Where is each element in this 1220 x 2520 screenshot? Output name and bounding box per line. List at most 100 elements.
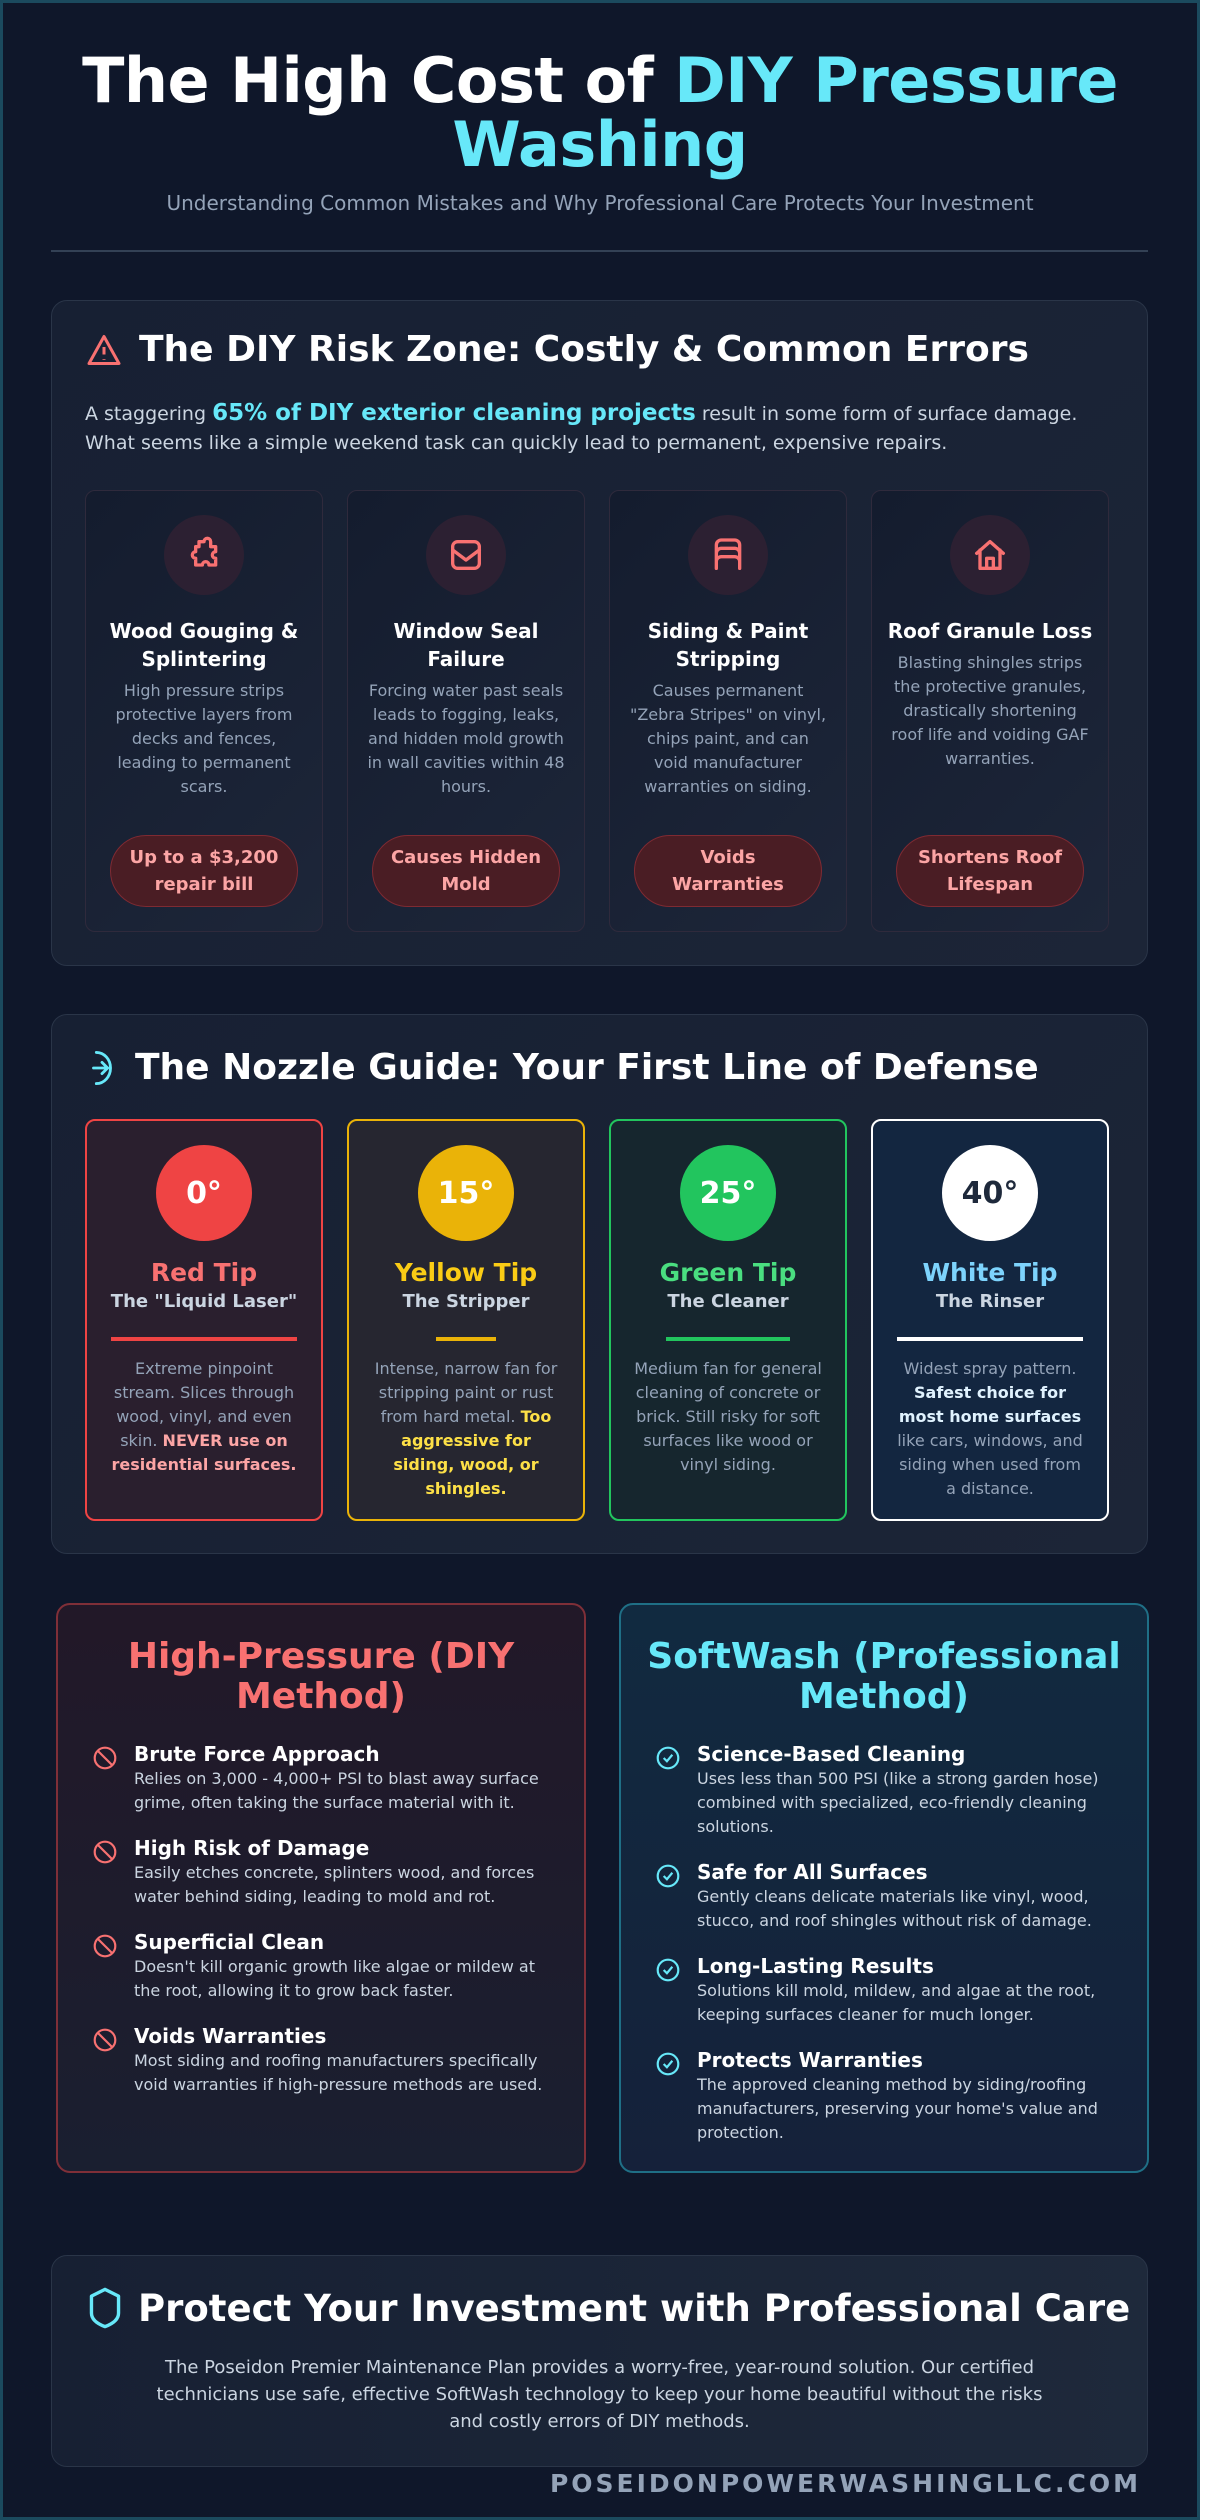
prohibited-icon (93, 1746, 117, 1770)
house-icon-badge (950, 515, 1030, 595)
softwash-method-card: SoftWash (Professional Method) Science-B… (619, 1603, 1149, 2173)
nozzle-degree-badge: 40° (942, 1145, 1038, 1241)
risk-card-desc: Blasting shingles strips the protective … (891, 653, 1089, 768)
page-title: The High Cost of DIY Pressure Washing (82, 44, 1118, 181)
nozzle-card: 40° White Tip The Rinser Widest spray pa… (871, 1119, 1109, 1521)
prohibited-icon (93, 1934, 117, 1958)
list-item-title: High Risk of Damage (134, 1836, 370, 1860)
risk-card: Siding & Paint Stripping Causes permanen… (609, 490, 847, 932)
nozzle-degree-badge: 25° (680, 1145, 776, 1241)
risk-card-badge: Causes Hidden Mold (372, 835, 560, 907)
divider (51, 250, 1148, 252)
risk-card-title: Siding & Paint Stripping (647, 619, 809, 671)
list-item-title: Science-Based Cleaning (697, 1742, 966, 1766)
nozzle-card: 25° Green Tip The Cleaner Medium fan for… (609, 1119, 847, 1521)
list-item-desc: Solutions kill mold, mildew, and algae a… (697, 1981, 1096, 2024)
siding-layers-icon-badge (688, 515, 768, 595)
nozzle-nickname: The Cleaner (667, 1291, 789, 1312)
nozzle-color-bar (111, 1337, 297, 1341)
nozzle-nickname: The Stripper (402, 1291, 530, 1312)
risk-card-badge: Up to a $3,200 repair bill (110, 835, 298, 907)
diy-list-item: Superficial Clean Doesn't kill organic gr… (92, 1929, 554, 2003)
siding-layers-icon (714, 538, 742, 570)
house-icon (975, 540, 1005, 570)
risk-zone-heading: The DIY Risk Zone: Costly & Common Error… (85, 329, 1029, 370)
list-item-title: Voids Warranties (134, 2024, 327, 2048)
nozzle-degree-badge: 0° (156, 1145, 252, 1241)
risk-card-title: Wood Gouging & Splintering (109, 619, 299, 671)
list-item-title: Safe for All Surfaces (697, 1860, 928, 1884)
risk-card-desc: High pressure strips protective layers f… (115, 681, 293, 796)
diy-list-item: Brute Force Approach Relies on 3,000 - 4,… (92, 1741, 554, 1815)
website-link[interactable]: POSEIDONPOWERWASHINGLLC.COM (549, 2469, 1141, 2498)
list-item-title: Superficial Clean (134, 1930, 325, 1954)
list-item-title: Protects Warranties (697, 2048, 923, 2072)
risk-card-title: Window Seal Failure (393, 619, 539, 671)
risk-card-badge: Voids Warranties (634, 835, 822, 907)
prohibited-icon (93, 2028, 117, 2052)
nozzle-desc: Medium fan for general cleaning of concr… (634, 1359, 822, 1474)
risk-intro: A staggering 65% of DIY exterior cleanin… (85, 400, 1078, 454)
cta-section: Protect Your Investment with Professiona… (51, 2255, 1148, 2467)
window-seal-icon-badge (426, 515, 506, 595)
spray-icon (92, 1050, 112, 1085)
pro-list-item: Protects Warranties The approved cleaning… (655, 2047, 1117, 2145)
risk-card: Roof Granule Loss Blasting shingles stri… (871, 490, 1109, 932)
cta-body: The Poseidon Premier Maintenance Plan pr… (156, 2357, 1043, 2432)
nozzle-guide-heading: The Nozzle Guide: Your First Line of Def… (85, 1047, 1039, 1088)
risk-card: Window Seal Failure Forcing water past s… (347, 490, 585, 932)
list-item-desc: Uses less than 500 PSI (like a strong ga… (697, 1769, 1099, 1836)
list-item-title: Brute Force Approach (134, 1742, 380, 1766)
nozzle-guide-section: The Nozzle Guide: Your First Line of Def… (51, 1014, 1148, 1554)
nozzle-desc: Intense, narrow fan for stripping paint … (374, 1359, 558, 1498)
page-subtitle: Understanding Common Mistakes and Why Pr… (166, 191, 1034, 215)
diy-method-title: High-Pressure (DIY Method) (127, 1636, 515, 1717)
risk-card: Wood Gouging & Splintering High pressure… (85, 490, 323, 932)
warning-icon (87, 334, 121, 365)
window-seal-icon (451, 540, 481, 570)
risk-zone-section: The DIY Risk Zone: Costly & Common Error… (51, 300, 1148, 966)
list-item-desc: The approved cleaning method by siding/r… (697, 2075, 1098, 2142)
nozzle-tip-name: Red Tip (150, 1258, 258, 1287)
list-item-desc: Most siding and roofing manufacturers sp… (134, 2051, 543, 2094)
nozzle-tip-name: Yellow Tip (394, 1258, 538, 1287)
check-circle-icon (656, 1958, 680, 1982)
pro-list-item: Long-Lasting Results Solutions kill mold,… (655, 1953, 1117, 2027)
list-item-desc: Doesn't kill organic growth like algae o… (134, 1957, 535, 2000)
cta-heading: Protect Your Investment with Professiona… (88, 2286, 1130, 2330)
nozzle-desc: Widest spray pattern. Safest choice for … (897, 1359, 1083, 1498)
pro-list-item: Science-Based Cleaning Uses less than 500… (655, 1741, 1117, 1839)
check-circle-icon (656, 2052, 680, 2076)
nozzle-desc: Extreme pinpoint stream. Slices through … (111, 1359, 297, 1474)
list-item-desc: Gently cleans delicate materials like vi… (697, 1887, 1092, 1930)
nozzle-color-bar (897, 1337, 1083, 1341)
nozzle-tip-name: Green Tip (659, 1258, 797, 1287)
check-circle-icon (656, 1746, 680, 1770)
diy-list-item: High Risk of Damage Easily etches concret… (92, 1835, 554, 1909)
softwash-method-title: SoftWash (Professional Method) (647, 1636, 1121, 1717)
nozzle-nickname: The "Liquid Laser" (110, 1291, 298, 1312)
diy-list-item: Voids Warranties Most siding and roofing … (92, 2023, 554, 2097)
puzzle-icon-badge (164, 515, 244, 595)
risk-card-badge: Shortens Roof Lifespan (896, 835, 1084, 907)
nozzle-card: 15° Yellow Tip The Stripper Intense, nar… (347, 1119, 585, 1521)
diy-method-card: High-Pressure (DIY Method) Brute Force A… (56, 1603, 586, 2173)
prohibited-icon (93, 1840, 117, 1864)
risk-card-title: Roof Granule Loss (887, 619, 1093, 643)
nozzle-nickname: The Rinser (935, 1291, 1045, 1312)
risk-card-desc: Causes permanent "Zebra Stripes" on viny… (629, 681, 827, 796)
nozzle-tip-name: White Tip (922, 1258, 1058, 1287)
nozzle-color-bar (666, 1337, 790, 1341)
nozzle-degree-badge: 15° (418, 1145, 514, 1241)
list-item-desc: Relies on 3,000 - 4,000+ PSI to blast aw… (134, 1769, 539, 1812)
list-item-title: Long-Lasting Results (697, 1954, 934, 1978)
pro-list-item: Safe for All Surfaces Gently cleans delic… (655, 1859, 1117, 1933)
nozzle-color-bar (436, 1337, 496, 1341)
nozzle-card: 0° Red Tip The "Liquid Laser" Extreme pi… (85, 1119, 323, 1521)
puzzle-icon (190, 536, 218, 567)
shield-icon (89, 2287, 121, 2329)
risk-card-desc: Forcing water past seals leads to foggin… (367, 681, 565, 796)
check-circle-icon (656, 1864, 680, 1888)
list-item-desc: Easily etches concrete, splinters wood, … (134, 1863, 535, 1906)
